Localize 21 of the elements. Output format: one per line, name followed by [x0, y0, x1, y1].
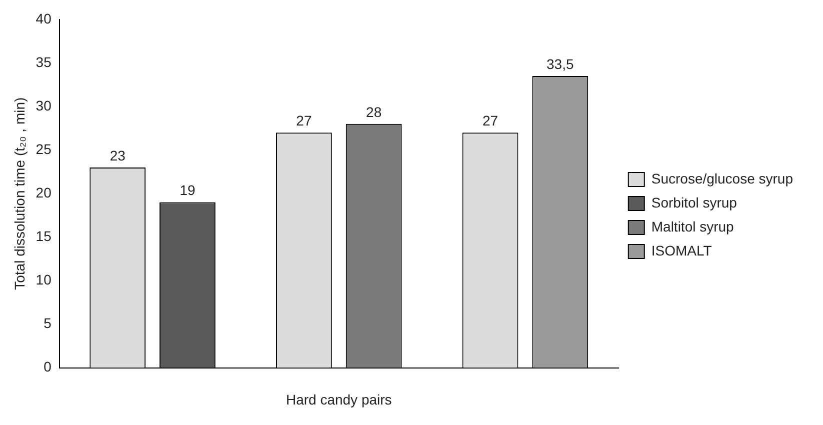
data-label: 33,5 [546, 56, 574, 72]
legend-label: Sorbitol syrup [651, 194, 738, 210]
y-tick-label: 0 [44, 358, 52, 375]
y-tick-label: 10 [36, 272, 52, 288]
legend-label: Maltitol syrup [651, 218, 734, 234]
y-tick-label: 20 [36, 184, 52, 200]
y-tick-label: 30 [36, 97, 52, 114]
y-tick-label: 40 [36, 10, 52, 26]
y-axis-title: Total dissolution time (t₂₀ , min) [11, 97, 28, 290]
data-label: 27 [482, 112, 498, 128]
legend-label: Sucrose/glucose syrup [651, 170, 794, 186]
x-axis-title: Hard candy pairs [286, 391, 392, 408]
y-tick-label: 15 [36, 228, 52, 244]
data-label: 23 [110, 147, 126, 164]
y-tick-label: 5 [44, 315, 52, 332]
data-label: 28 [366, 104, 382, 120]
legend-label: ISOMALT [651, 242, 712, 258]
data-label: 27 [296, 112, 312, 128]
data-label: 19 [180, 182, 196, 198]
y-tick-label: 25 [36, 140, 52, 157]
y-tick-label: 35 [36, 54, 52, 70]
